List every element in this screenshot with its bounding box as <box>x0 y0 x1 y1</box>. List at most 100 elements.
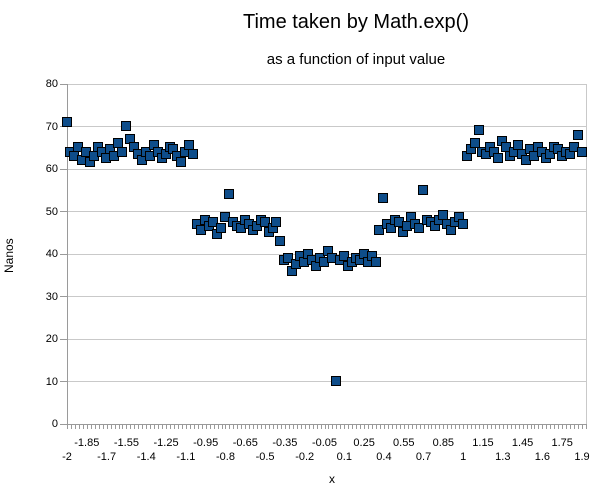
x-axis-minor-tick <box>395 425 397 429</box>
x-axis-minor-tick <box>447 425 449 429</box>
y-tick-label: 50 <box>45 205 58 218</box>
y-axis-tick <box>60 253 67 255</box>
x-axis-minor-tick <box>467 425 469 429</box>
x-axis-minor-tick <box>114 425 116 429</box>
x-tick-label: -0.2 <box>295 451 315 463</box>
y-tick-label: 10 <box>45 375 58 388</box>
x-tick-label: 0.1 <box>336 451 352 463</box>
x-axis-minor-tick <box>304 425 306 429</box>
x-axis-minor-tick <box>288 425 290 429</box>
x-axis-minor-tick <box>435 425 437 429</box>
x-axis-minor-tick <box>403 425 405 429</box>
x-axis-minor-tick <box>205 425 207 429</box>
x-axis-minor-tick <box>348 425 350 429</box>
x-tick-label: -1.25 <box>153 437 179 449</box>
x-axis-minor-tick <box>185 425 187 429</box>
x-axis-minor-tick <box>94 425 96 429</box>
x-tick-label: -1.7 <box>97 451 117 463</box>
x-axis-minor-tick <box>538 425 540 429</box>
x-axis-minor-tick <box>407 425 409 429</box>
x-axis-minor-tick <box>506 425 508 429</box>
y-gridline <box>67 296 586 297</box>
data-point-marker <box>378 193 389 204</box>
x-tick-label: 1.9 <box>574 451 590 463</box>
x-axis-minor-tick <box>415 425 417 429</box>
x-axis-minor-tick <box>245 425 247 429</box>
data-point-marker <box>469 138 480 148</box>
x-axis-minor-tick <box>300 425 302 429</box>
x-axis-minor-tick <box>130 425 132 429</box>
x-tick-label: 0.4 <box>376 451 392 463</box>
data-point-marker <box>576 146 587 157</box>
x-axis-minor-tick <box>574 425 576 429</box>
x-axis-minor-tick <box>387 425 389 429</box>
data-point-marker <box>188 148 199 159</box>
x-axis-minor-tick <box>181 425 183 429</box>
x-axis-minor-tick <box>86 425 88 429</box>
plot-right-border <box>586 84 587 424</box>
x-axis-minor-tick <box>514 425 516 429</box>
x-axis-minor-tick <box>173 425 175 429</box>
x-axis-minor-tick <box>209 425 211 429</box>
data-point-marker <box>216 223 226 233</box>
x-axis-minor-tick <box>391 425 393 429</box>
x-axis-minor-tick <box>570 425 572 429</box>
x-tick-label: -1.55 <box>113 437 139 449</box>
x-axis-minor-tick <box>368 425 370 429</box>
x-axis-minor-tick <box>586 425 587 429</box>
x-axis-minor-tick <box>340 425 342 429</box>
x-axis-minor-tick <box>562 425 564 429</box>
data-point-marker <box>275 235 286 246</box>
x-axis-minor-tick <box>427 425 429 429</box>
data-point-marker <box>374 225 385 236</box>
y-axis-tick <box>60 168 67 170</box>
x-axis-minor-tick <box>383 425 385 429</box>
y-axis-tick <box>60 423 67 425</box>
x-axis-minor-tick <box>292 425 294 429</box>
data-point-marker <box>259 216 270 227</box>
x-axis-minor-tick <box>482 425 484 429</box>
y-gridline <box>67 338 586 340</box>
x-axis-minor-tick <box>280 425 282 429</box>
y-axis-tick <box>60 83 67 85</box>
x-axis-minor-tick <box>578 425 580 429</box>
x-tick-label: -0.8 <box>215 451 235 463</box>
x-axis-minor-tick <box>261 425 263 429</box>
x-axis-minor-tick <box>284 425 286 429</box>
data-point-marker <box>330 376 341 386</box>
x-axis-minor-tick <box>534 425 536 429</box>
x-tick-label: 0.85 <box>432 437 455 449</box>
x-axis-minor-tick <box>118 425 120 429</box>
y-tick-label: 70 <box>45 120 58 133</box>
x-axis-minor-tick <box>475 425 477 429</box>
x-axis-title: x <box>329 472 335 486</box>
x-tick-label: -0.05 <box>311 437 338 449</box>
x-axis-minor-tick <box>134 425 136 429</box>
data-point-marker <box>208 216 219 227</box>
x-axis-minor-tick <box>332 425 334 429</box>
x-axis-minor-tick <box>459 425 461 429</box>
x-axis-minor-tick <box>170 425 171 429</box>
x-axis-minor-tick <box>526 425 528 429</box>
data-point-marker <box>283 252 294 263</box>
x-axis-minor-tick <box>463 425 465 429</box>
x-axis-minor-tick <box>78 425 80 429</box>
x-axis-minor-tick <box>98 425 100 429</box>
x-axis-minor-tick <box>471 425 473 429</box>
x-axis-minor-tick <box>201 425 203 429</box>
x-axis-minor-tick <box>455 425 457 429</box>
x-axis-minor-tick <box>582 425 584 429</box>
x-axis-minor-tick <box>324 425 326 429</box>
x-axis-minor-tick <box>70 425 72 429</box>
x-axis-minor-tick <box>328 425 330 429</box>
x-axis-minor-tick <box>229 425 231 429</box>
x-tick-label: 1.75 <box>551 437 573 449</box>
x-axis-minor-tick <box>102 425 104 429</box>
y-tick-label: 80 <box>45 78 58 90</box>
x-axis-minor-tick <box>154 425 156 429</box>
x-tick-label: 0.7 <box>415 451 432 463</box>
x-tick-label: -0.5 <box>255 451 275 463</box>
data-point-marker <box>457 218 468 229</box>
y-gridline <box>67 211 586 212</box>
